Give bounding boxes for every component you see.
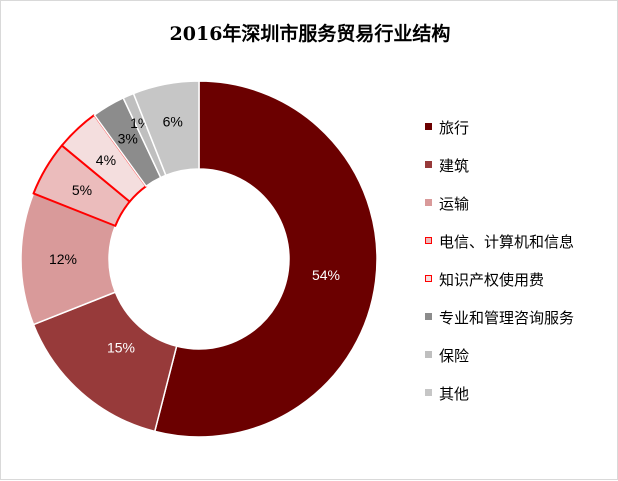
chart-title: 2016年深圳市服务贸易行业结构 [169, 23, 451, 45]
legend-label: 电信、计算机和信息 [439, 233, 575, 251]
legend-swatch [425, 313, 432, 320]
legend-swatch [425, 389, 432, 396]
slice-0 [153, 80, 378, 438]
legend-label: 旅行 [439, 119, 470, 137]
slice-7 [132, 80, 200, 177]
slice-label-0: 54% [312, 267, 340, 283]
legend-swatch [425, 199, 432, 206]
slice-1 [32, 291, 178, 433]
legend-label: 建筑 [439, 157, 470, 175]
slice-label-3: 5% [72, 182, 92, 198]
legend-label: 运输 [439, 195, 470, 213]
legend-swatch [425, 123, 432, 130]
legend-swatch [425, 237, 432, 244]
slice-label-7: 6% [163, 113, 183, 129]
slice-label-4: 4% [96, 152, 116, 168]
slice-label-1: 15% [107, 340, 135, 356]
legend-swatch [425, 351, 432, 358]
legend-label: 其他 [439, 385, 470, 403]
slice-label-5: 3% [118, 130, 138, 146]
slice-label-2: 12% [49, 251, 77, 267]
legend-label: 专业和管理咨询服务 [439, 309, 575, 327]
legend-label: 保险 [439, 347, 470, 365]
legend-swatch [425, 275, 432, 282]
legend-label: 知识产权使用费 [439, 271, 545, 289]
legend-swatch [425, 161, 432, 168]
